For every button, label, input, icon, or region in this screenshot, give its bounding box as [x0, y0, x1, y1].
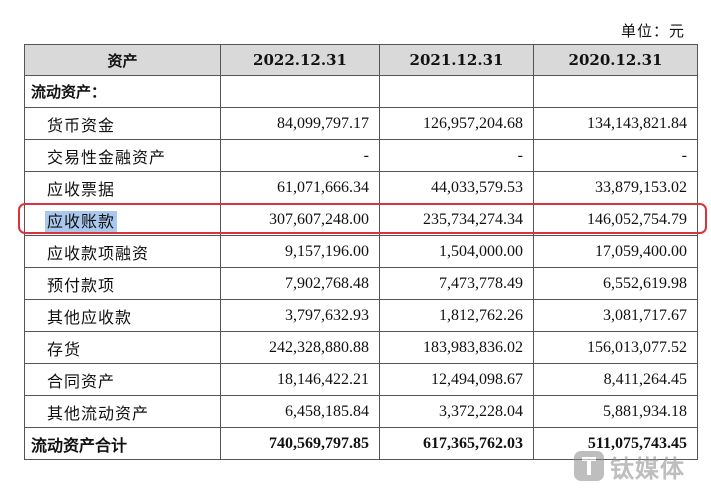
row-label: 其他应收款	[24, 299, 221, 332]
cell-2020: 3,081,717.67	[533, 299, 698, 332]
row-label: 存货	[24, 331, 221, 364]
cell-2021: 126,957,204.68	[379, 107, 534, 140]
watermark-text: 钛媒体	[610, 454, 685, 483]
cell-2020: 146,052,754.79	[533, 203, 698, 236]
table-row: 合同资产 18,146,422.21 12,494,098.67 8,411,2…	[24, 363, 698, 396]
cell-2021: 7,473,778.49	[379, 267, 534, 300]
row-label: 应收票据	[24, 171, 221, 204]
cell-2020: -	[533, 139, 698, 172]
cell-2020: 6,552,619.98	[533, 267, 698, 300]
table-row: 交易性金融资产 - - -	[24, 139, 698, 172]
cell-2020: 17,059,400.00	[533, 235, 698, 268]
cell-2021: 12,494,098.67	[379, 363, 534, 396]
total-2022: 740,569,797.85	[220, 427, 380, 460]
table-row: 应收款项融资 9,157,196.00 1,504,000.00 17,059,…	[24, 235, 698, 268]
cell-2020: 134,143,821.84	[533, 107, 698, 140]
section-title: 流动资产：	[24, 75, 221, 108]
watermark: 钛媒体	[574, 442, 706, 490]
unit-label: 单位：元	[620, 22, 685, 40]
table-row: 存货 242,328,880.88 183,983,836.02 156,013…	[24, 331, 698, 364]
cell-2022: 6,458,185.84	[220, 395, 380, 428]
table-row: 其他流动资产 6,458,185.84 3,372,228.04 5,881,9…	[24, 395, 698, 428]
header-2021: 2021.12.31	[379, 44, 534, 76]
cell-2022: 84,099,797.17	[220, 107, 380, 140]
cell-2022: 18,146,422.21	[220, 363, 380, 396]
cell-2022: 61,071,666.34	[220, 171, 380, 204]
row-label: 交易性金融资产	[24, 139, 221, 172]
row-label: 预付款项	[24, 267, 221, 300]
header-2020: 2020.12.31	[533, 44, 698, 76]
cell-2021: 3,372,228.04	[379, 395, 534, 428]
cell-2022: 7,902,768.48	[220, 267, 380, 300]
cell-2021: 1,504,000.00	[379, 235, 534, 268]
total-label: 流动资产合计	[24, 427, 221, 460]
cell-2021: 44,033,579.53	[379, 171, 534, 204]
total-row: 流动资产合计 740,569,797.85 617,365,762.03 511…	[24, 427, 698, 460]
cell-2021: 183,983,836.02	[379, 331, 534, 364]
cell-2021: -	[379, 139, 534, 172]
row-label: 货币资金	[24, 107, 221, 140]
table-row: 预付款项 7,902,768.48 7,473,778.49 6,552,619…	[24, 267, 698, 300]
selected-text[interactable]: 应收账款	[45, 210, 118, 232]
row-label: 合同资产	[24, 363, 221, 396]
cell-2021: 1,812,762.26	[379, 299, 534, 332]
cell-2022: -	[220, 139, 380, 172]
header-2022: 2022.12.31	[220, 44, 380, 76]
tmtpost-logo-icon	[574, 451, 604, 481]
cell-2020: 5,881,934.18	[533, 395, 698, 428]
table-row-highlighted: 应收账款 307,607,248.00 235,734,274.34 146,0…	[24, 203, 698, 236]
cell-2022: 307,607,248.00	[220, 203, 380, 236]
cell-2022: 3,797,632.93	[220, 299, 380, 332]
header-assets: 资产	[24, 44, 221, 76]
table-row: 其他应收款 3,797,632.93 1,812,762.26 3,081,71…	[24, 299, 698, 332]
table-row: 货币资金 84,099,797.17 126,957,204.68 134,14…	[24, 107, 698, 140]
cell-2020: 8,411,264.45	[533, 363, 698, 396]
row-label: 其他流动资产	[24, 395, 221, 428]
row-label: 应收款项融资	[24, 235, 221, 268]
cell-2020: 156,013,077.52	[533, 331, 698, 364]
cell-2020: 33,879,153.02	[533, 171, 698, 204]
total-2021: 617,365,762.03	[379, 427, 534, 460]
cell-2022: 9,157,196.00	[220, 235, 380, 268]
balance-sheet-table: 资产 2022.12.31 2021.12.31 2020.12.31 流动资产…	[24, 44, 698, 460]
cell-2022: 242,328,880.88	[220, 331, 380, 364]
section-row: 流动资产：	[24, 75, 698, 108]
row-label: 应收账款	[24, 203, 221, 236]
header-row: 资产 2022.12.31 2021.12.31 2020.12.31	[24, 44, 698, 76]
cell-2021: 235,734,274.34	[379, 203, 534, 236]
table-row: 应收票据 61,071,666.34 44,033,579.53 33,879,…	[24, 171, 698, 204]
total-2020: 511,075,743.45	[533, 427, 698, 460]
